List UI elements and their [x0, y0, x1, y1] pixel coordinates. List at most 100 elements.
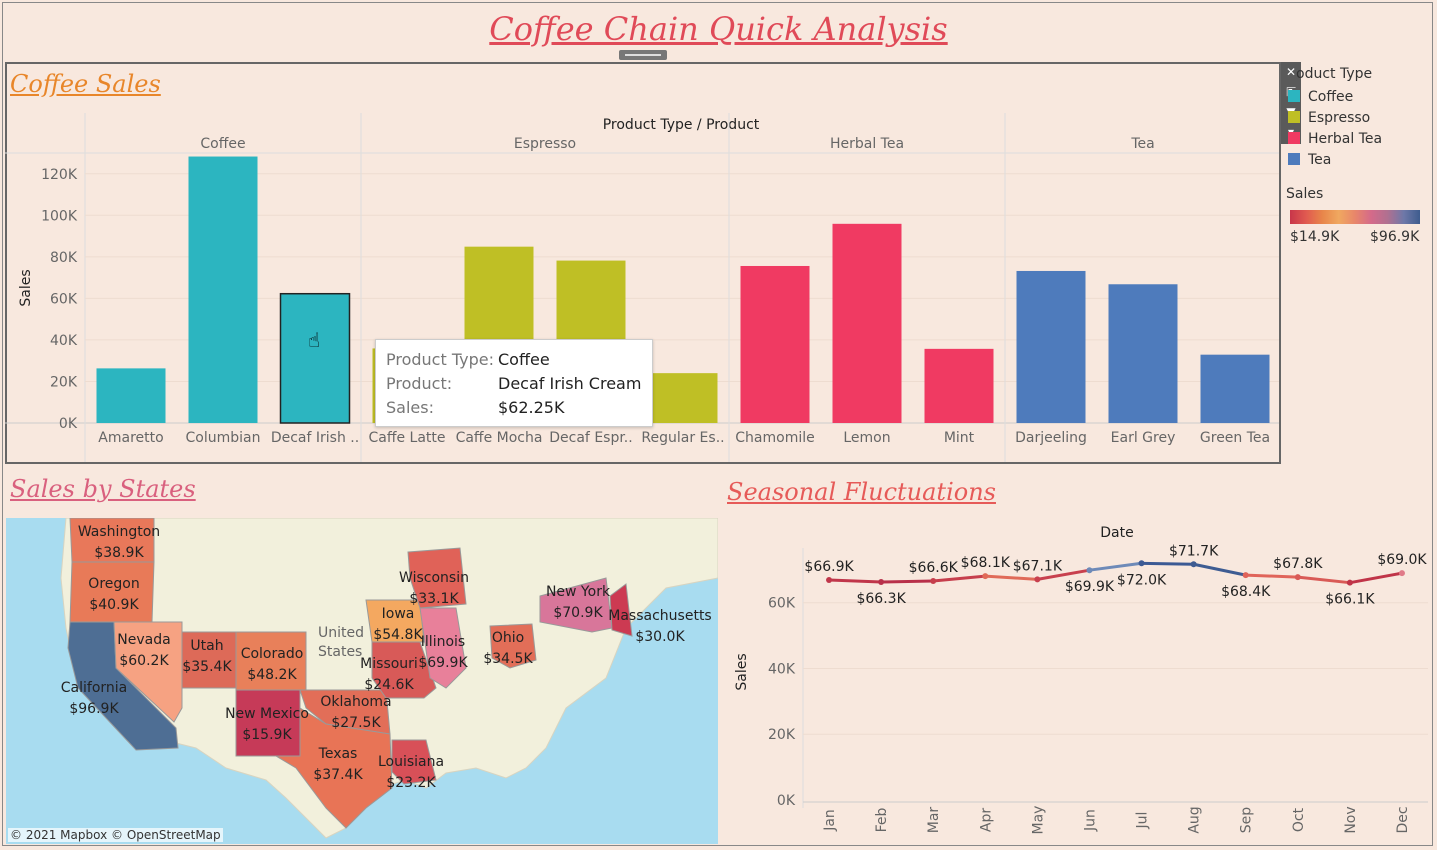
- bar-regular-es[interactable]: [648, 373, 718, 423]
- bar-darjeeling[interactable]: [1016, 270, 1086, 423]
- bar-chart-header: Product Type / Product: [603, 117, 760, 133]
- bar-mint[interactable]: [924, 348, 994, 423]
- line-point-dec[interactable]: [1398, 570, 1405, 577]
- map-state-value: $23.2K: [386, 775, 436, 791]
- bar-columbian[interactable]: [188, 156, 258, 423]
- sales-by-states-title: Sales by States: [10, 475, 196, 503]
- sales-legend-title: Sales: [1286, 186, 1324, 202]
- line-segment: [983, 574, 1039, 581]
- legend-item-coffee[interactable]: Coffee: [1288, 89, 1353, 105]
- map-attribution[interactable]: © 2021 Mapbox © OpenStreetMap: [8, 828, 223, 842]
- bar-x-label: Chamomile: [735, 430, 814, 446]
- line-point-apr[interactable]: [982, 573, 989, 580]
- map-state-name: Louisiana: [377, 754, 445, 770]
- sales-by-states-map[interactable]: Washington $38.9K Oregon $40.9K California $9…: [6, 518, 718, 844]
- legend-swatch: [1288, 111, 1300, 123]
- map-label-ohio: Ohio $34.5K: [483, 628, 532, 670]
- tooltip-type-label: Product Type:: [386, 350, 494, 369]
- bar-green-tea[interactable]: [1200, 354, 1270, 423]
- map-label-new-mexico: New Mexico $15.9K: [225, 704, 309, 746]
- line-data-label: $69.0K: [1377, 552, 1427, 568]
- close-icon[interactable]: ✕: [1285, 65, 1297, 79]
- line-point-aug[interactable]: [1190, 561, 1197, 568]
- line-y-tick-label: 40K: [768, 661, 796, 677]
- map-state-name: Nevada: [117, 632, 171, 648]
- legend-title: oduct Type: [1296, 66, 1373, 82]
- legend-swatch: [1288, 132, 1300, 144]
- line-point-oct[interactable]: [1294, 574, 1301, 581]
- state-nevada[interactable]: [113, 621, 183, 723]
- map-state-value: $33.1K: [409, 591, 459, 607]
- bar-y-tick-label: 20K: [50, 374, 78, 390]
- bar-x-label: Caffe Mocha: [456, 430, 543, 446]
- bar-decaf-irish[interactable]: [279, 292, 351, 424]
- bar-x-label: Earl Grey: [1111, 430, 1176, 446]
- line-point-sep[interactable]: [1242, 572, 1249, 579]
- line-data-label: $66.6K: [909, 560, 959, 576]
- line-x-label-jan: Jan: [822, 809, 838, 832]
- line-point-may[interactable]: [1034, 576, 1041, 583]
- legend-item-espresso[interactable]: Espresso: [1288, 110, 1370, 126]
- state-illinois[interactable]: [419, 607, 467, 689]
- state-louisiana[interactable]: [391, 739, 437, 785]
- map-state-name: Missouri: [360, 656, 418, 672]
- line-point-jan[interactable]: [826, 577, 833, 584]
- drag-handle[interactable]: [619, 50, 667, 60]
- line-data-label: $66.9K: [804, 559, 854, 575]
- line-y-ticks: 0K 20K 40K 60K: [768, 596, 796, 809]
- map-state-value: $69.9K: [418, 655, 468, 671]
- map-state-value: $38.9K: [94, 545, 144, 561]
- map-state-value: $35.4K: [182, 659, 232, 675]
- map-state-name: Iowa: [381, 606, 415, 622]
- line-segment: [1140, 561, 1196, 566]
- state-massachusetts[interactable]: [609, 583, 633, 637]
- line-x-label-apr: Apr: [978, 808, 994, 832]
- bar-lemon[interactable]: [832, 223, 902, 423]
- line-data-label: $67.8K: [1273, 556, 1323, 572]
- bar-y-tick-label: 120K: [41, 167, 78, 183]
- line-point-nov[interactable]: [1346, 579, 1353, 586]
- bar-earl-grey[interactable]: [1108, 284, 1178, 423]
- line-point-feb[interactable]: [878, 579, 885, 586]
- legend-item-herbal-tea[interactable]: Herbal Tea: [1288, 131, 1382, 147]
- bar-x-label: Lemon: [843, 430, 890, 446]
- line-point-jul[interactable]: [1138, 560, 1145, 567]
- line-point-jun[interactable]: [1086, 567, 1093, 574]
- map-state-value: $34.5K: [483, 651, 533, 667]
- line-point-mar[interactable]: [930, 578, 937, 585]
- legend-label: Tea: [1308, 152, 1332, 168]
- map-label-nevada: Nevada $60.2K: [117, 630, 170, 672]
- map-label-wisconsin: Wisconsin $33.1K: [399, 568, 469, 610]
- map-state-name: New Mexico: [225, 706, 309, 722]
- sales-ramp-max: $96.9K: [1370, 229, 1420, 245]
- line-segment: [1296, 575, 1352, 585]
- line-data-label: $69.9K: [1065, 579, 1115, 595]
- state-iowa[interactable]: [365, 599, 425, 643]
- line-data-label: $72.0K: [1117, 572, 1167, 588]
- legend-item-tea[interactable]: Tea: [1288, 152, 1331, 168]
- line-y-tick-label: 0K: [777, 793, 796, 809]
- line-data-label: $68.4K: [1221, 584, 1271, 600]
- line-x-labels: Jan Feb Mar Apr May Jun Jul Aug Sep Oct Nov Dec: [822, 806, 1411, 835]
- line-data-label: $67.1K: [1013, 558, 1063, 574]
- state-wisconsin[interactable]: [407, 547, 467, 609]
- state-texas[interactable]: [274, 707, 393, 829]
- map-label-iowa: Iowa $54.8K: [373, 604, 422, 646]
- map-state-value: $15.9K: [242, 727, 292, 743]
- coffee-sales-panel[interactable]: [5, 62, 1281, 464]
- legend-label: Herbal Tea: [1308, 131, 1383, 147]
- map-state-value: $37.4K: [313, 767, 363, 783]
- bar-amaretto[interactable]: [96, 368, 166, 423]
- bar-chamomile[interactable]: [740, 265, 810, 423]
- state-ohio[interactable]: [489, 623, 537, 669]
- group-header-coffee: Coffee: [200, 136, 245, 152]
- map-state-name: Colorado: [240, 646, 304, 662]
- line-series[interactable]: $66.9K$66.3K$66.6K $68.1K $67.1K$69.9K $72.…: [804, 543, 1427, 607]
- tooltip-type-value: Coffee: [498, 350, 550, 369]
- map-state-name: Illinois: [420, 634, 466, 650]
- map-label-missouri: Missouri $24.6K: [360, 654, 418, 696]
- bar-x-label: Columbian: [186, 430, 261, 446]
- state-new-york[interactable]: [539, 577, 613, 633]
